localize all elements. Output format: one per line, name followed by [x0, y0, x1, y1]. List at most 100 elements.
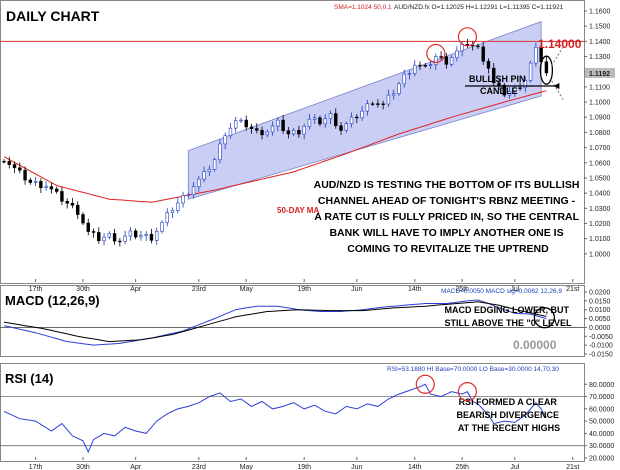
macd-tick-label: -0.0100 — [589, 343, 613, 350]
candle-body — [33, 181, 38, 183]
rsi-header: RSI=53.1880 HI Base=70.0000 LO Base=30.0… — [387, 366, 559, 373]
candle-body — [102, 236, 106, 242]
price-tick-label: 1.0100 — [589, 236, 611, 243]
candle-body — [312, 117, 317, 120]
signal-line — [3, 301, 547, 343]
x-tick-label: Jul — [510, 286, 519, 293]
price-tick-label: 1.1600 — [589, 9, 611, 16]
candle-body — [528, 62, 533, 81]
x-tick-label: May — [240, 464, 254, 470]
macd-zero-label: 0.00000 — [513, 338, 557, 352]
candle-body — [176, 202, 180, 211]
rsi-peak-circle — [457, 382, 478, 402]
candle-body — [202, 171, 206, 180]
x-tick-label: 23rd — [192, 286, 206, 293]
candle-body — [197, 178, 201, 187]
candle-body — [297, 129, 301, 135]
candle-body — [328, 113, 333, 120]
resistance-label: 1.14000 — [538, 37, 582, 51]
rsi-tick-label: 50.0000 — [589, 419, 614, 426]
ma-label: 50-DAY MA — [277, 206, 319, 215]
x-tick-label: 21st — [566, 286, 579, 293]
candle-body — [81, 214, 85, 224]
candle-body — [70, 202, 75, 206]
price-tick-label: 1.1000 — [589, 100, 611, 107]
price-tick-label: 1.0600 — [589, 160, 611, 167]
candle-body — [413, 64, 417, 74]
candle-body — [497, 82, 501, 86]
candle-body — [360, 110, 364, 119]
x-tick-label: 19th — [297, 286, 311, 293]
candle-body — [423, 65, 427, 67]
price-tick-label: 1.1300 — [589, 54, 611, 61]
pin-candle-circle — [539, 55, 554, 85]
candle-body — [355, 116, 359, 119]
macd-header: MACD=0.0050 MACD sig=0.0062 12,26,9 — [441, 288, 562, 295]
price-header-ohlc: AUD/NZD.fx O=1.12025 H=1.12291 L=1.11395… — [394, 4, 564, 11]
bullish-channel — [0, 21, 584, 200]
candle-body — [86, 222, 90, 232]
candle-body — [434, 56, 438, 66]
macd-tick-label: -0.0050 — [589, 334, 613, 341]
candle-body — [139, 235, 143, 238]
candle-body — [323, 118, 327, 125]
price-high-circle — [426, 43, 446, 64]
x-tick-label: 19th — [297, 464, 311, 470]
x-tick-label: May — [240, 286, 254, 293]
price-high-circle — [457, 27, 478, 47]
candle-body — [465, 43, 470, 46]
main-annotation-line-5: COMING TO REVITALIZE THE UPTREND — [347, 243, 549, 255]
x-tick-label: 14th — [408, 464, 422, 470]
price-tick-label: 1.1500 — [589, 24, 611, 31]
candle-body — [234, 120, 238, 129]
candles-group — [2, 38, 549, 247]
candle-body — [223, 135, 227, 145]
candle-body — [370, 103, 375, 105]
rsi-tick-label: 70.0000 — [589, 394, 614, 401]
candle-body — [54, 188, 59, 192]
annotation-marks — [415, 27, 565, 402]
rsi-tick-label: 20.0000 — [589, 456, 614, 463]
candle-body — [128, 230, 133, 237]
candle-body — [181, 195, 185, 204]
candle-body — [276, 119, 280, 127]
x-ticks: 17th 17th 30th 30th Apr Apr 23rd 23rd May May 19th… — [29, 279, 579, 470]
price-y-ticks: 1.0000 1.0100 1.0200 1.0300 1.0400 1.0500 1.06… — [584, 9, 615, 258]
rsi-peak-circle — [415, 374, 435, 394]
candle-body — [523, 80, 528, 89]
candle-body — [534, 46, 538, 64]
ma-50-line — [3, 90, 547, 203]
candle-body — [239, 119, 243, 122]
x-tick-label: 17th — [29, 286, 43, 293]
price-tick-label: 1.0000 — [589, 251, 611, 258]
macd-circle — [533, 307, 556, 329]
price-tick-label: 1.0500 — [589, 175, 611, 182]
channel-area — [187, 21, 542, 200]
candle-body — [507, 91, 512, 96]
candle-body — [307, 118, 312, 127]
candle-body — [376, 103, 380, 105]
candle-body — [212, 159, 217, 170]
macd-tick-label: 0.0200 — [589, 290, 611, 297]
candle-body — [444, 56, 449, 65]
price-title: DAILY CHART — [6, 8, 100, 24]
macd-tick-label: 0.0100 — [589, 307, 611, 314]
candle-body — [218, 143, 222, 161]
candle-body — [244, 119, 248, 128]
price-tick-label: 1.0800 — [589, 130, 611, 137]
candle-body — [97, 232, 101, 242]
price-tick-label: 1.0200 — [589, 221, 611, 228]
x-tick-label: 30th — [76, 464, 90, 470]
price-tick-label: 1.0900 — [589, 115, 611, 122]
candle-body — [407, 73, 412, 75]
macd-line — [3, 299, 547, 346]
candle-body — [28, 179, 33, 183]
candle-body — [65, 201, 69, 204]
candle-body — [544, 61, 549, 74]
rsi-title: RSI (14) — [5, 371, 53, 386]
pin-candle-label: BULLISH PIN CANDLE — [469, 74, 526, 96]
last-price-box — [585, 67, 615, 78]
macd-tick-label: -0.0150 — [589, 352, 613, 359]
candle-body — [260, 129, 264, 136]
